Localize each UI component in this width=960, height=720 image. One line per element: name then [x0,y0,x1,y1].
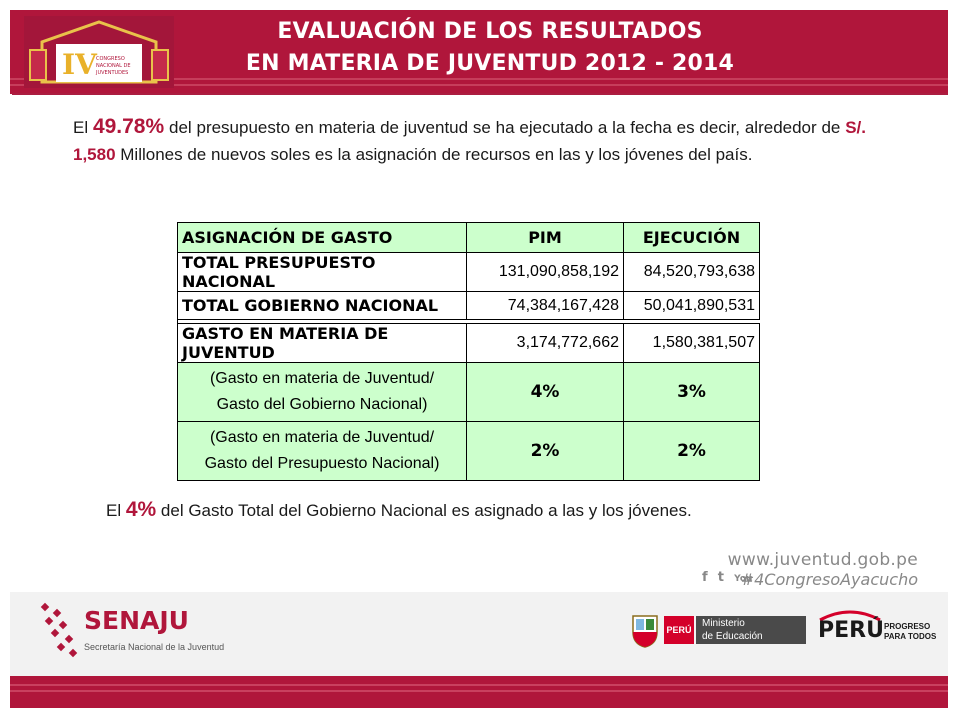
row-label: GASTO EN MATERIA DE JUVENTUD [177,323,467,363]
execution-percentage: 49.78% [92,115,165,138]
ejecucion-value: 1,580,381,507 [623,323,760,363]
hashtag: #4CongresoAyacucho [740,570,918,589]
budget-table: ASIGNACIÓN DE GASTO PIM EJECUCIÓN TOTAL … [177,222,760,481]
peru-brand: PERÚ [818,618,884,643]
title-line-2: EN MATERIA DE JUVENTUD 2012 - 2014 [245,51,735,76]
ministry-line: Ministerio [702,618,745,629]
pim-value: 74,384,167,428 [466,291,624,320]
column-header: EJECUCIÓN [623,222,760,253]
ratio-row: (Gasto en materia de Juventud/ Gasto del… [177,362,760,422]
ejecucion-value: 50,041,890,531 [623,291,760,320]
table-row: GASTO EN MATERIA DE JUVENTUD 3,174,772,6… [177,323,760,363]
column-header: PIM [466,222,624,253]
peru-arc-icon [819,610,881,622]
title-line-1: EVALUACIÓN DE LOS RESULTADOS [277,19,703,44]
senaju-logo: SENAJU Secretaría Nacional de la Juventu… [36,600,236,662]
progreso-tagline: PROGRESO PARA TODOS [884,622,936,642]
header-stripe [10,78,948,80]
svg-text:JUVENTUDES: JUVENTUDES [95,70,128,76]
execution-amount: S/. 1,580 [73,118,866,164]
footer: SENAJU Secretaría Nacional de la Juventu… [10,592,948,708]
row-label: TOTAL GOBIERNO NACIONAL [177,291,467,320]
ratio-row: (Gasto en materia de Juventud/ Gasto del… [177,421,760,481]
header-underline [12,93,948,95]
intro-text: Millones de nuevos soles es la asignació… [115,145,753,164]
social-icons: f t You [702,570,758,585]
column-header: ASIGNACIÓN DE GASTO [177,222,467,253]
table-header-row: ASIGNACIÓN DE GASTO PIM EJECUCIÓN [177,222,760,253]
svg-text:IV: IV [62,48,98,81]
intro-text: del presupuesto en materia de juventud s… [164,118,846,137]
svg-text:NACIONAL DE: NACIONAL DE [96,63,131,69]
footer-stripe [10,684,948,686]
ratio-label-line: (Gasto en materia de Juventud/ [209,370,435,387]
ejecucion-percentage: 3% [623,362,760,422]
youth-percentage: 4% [125,498,157,521]
ratio-label: (Gasto en materia de Juventud/ Gasto del… [177,362,467,422]
footer-band [10,676,948,708]
ministry-logo: PERÚ Ministerio de Educación [630,612,810,648]
header-stripe [10,84,948,86]
twitter-icon[interactable]: t [717,570,725,585]
pim-value: 3,174,772,662 [466,323,624,363]
tagline-line: PARA TODOS [884,632,937,641]
ratio-label-line: (Gasto en materia de Juventud/ [209,429,435,446]
row-label: TOTAL PRESUPUESTO NACIONAL [177,252,467,292]
ratio-label-line: Gasto del Gobierno Nacional) [216,396,428,413]
ejecucion-value: 84,520,793,638 [623,252,760,292]
svg-text:CONGRESO: CONGRESO [96,56,125,62]
pim-value: 131,090,858,192 [466,252,624,292]
page-title: EVALUACIÓN DE LOS RESULTADOS EN MATERIA … [210,16,770,80]
table-row: TOTAL GOBIERNO NACIONAL 74,384,167,428 5… [177,291,760,320]
congreso-logo-icon: IV CONGRESO NACIONAL DE JUVENTUDES [29,20,169,84]
ministry-line: de Educación [702,631,763,642]
senaju-mark-icon [40,602,78,658]
national-shield-icon [632,615,658,648]
ratio-label: (Gasto en materia de Juventud/ Gasto del… [177,421,467,481]
header-band: IV CONGRESO NACIONAL DE JUVENTUDES EVALU… [10,10,948,94]
closing-text: del Gasto Total del Gobierno Nacional es… [156,501,692,520]
intro-text: El [73,118,93,137]
congreso-logo: IV CONGRESO NACIONAL DE JUVENTUDES [24,16,174,88]
footer-stripe [10,690,948,692]
peru-badge: PERÚ [664,616,694,644]
facebook-icon[interactable]: f [702,570,708,585]
table-row: TOTAL PRESUPUESTO NACIONAL 131,090,858,1… [177,252,760,292]
tagline-line: PROGRESO [884,622,931,631]
peru-progreso-logo: PERÚ PROGRESO PARA TODOS [818,608,942,654]
closing-text: El [106,501,126,520]
youtube-icon[interactable]: You [734,574,753,584]
closing-paragraph: El 4% del Gasto Total del Gobierno Nacio… [106,496,856,525]
ministry-name: Ministerio de Educación [696,616,806,644]
pim-percentage: 4% [466,362,624,422]
ratio-label-line: Gasto del Presupuesto Nacional) [204,455,440,472]
intro-paragraph: El 49.78% del presupuesto en materia de … [73,113,866,168]
senaju-subtitle: Secretaría Nacional de la Juventud [84,642,225,652]
senaju-name: SENAJU [84,606,189,635]
pim-percentage: 2% [466,421,624,481]
ejecucion-percentage: 2% [623,421,760,481]
website-link[interactable]: www.juventud.gob.pe [727,550,918,570]
